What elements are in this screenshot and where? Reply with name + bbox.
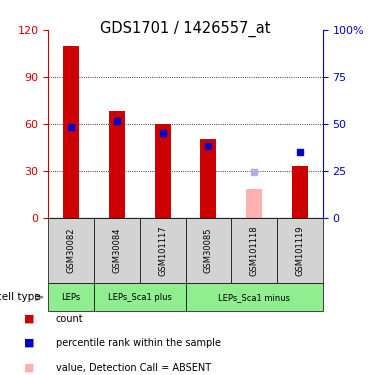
- Text: LEPs: LEPs: [62, 292, 81, 302]
- Text: LEPs_Sca1 minus: LEPs_Sca1 minus: [218, 292, 290, 302]
- Bar: [109, 111, 125, 218]
- Text: GSM30084: GSM30084: [112, 228, 121, 273]
- Bar: [155, 124, 171, 218]
- Bar: [292, 166, 308, 218]
- Text: GSM30082: GSM30082: [67, 228, 76, 273]
- Text: GSM30085: GSM30085: [204, 228, 213, 273]
- Text: ■: ■: [24, 338, 35, 348]
- Text: GSM101119: GSM101119: [295, 225, 304, 276]
- Text: ■: ■: [24, 314, 35, 324]
- Bar: [200, 140, 216, 218]
- Bar: [63, 46, 79, 218]
- Bar: [246, 189, 262, 217]
- Text: GSM101117: GSM101117: [158, 225, 167, 276]
- Text: value, Detection Call = ABSENT: value, Detection Call = ABSENT: [56, 363, 211, 372]
- Text: percentile rank within the sample: percentile rank within the sample: [56, 338, 221, 348]
- Text: ■: ■: [24, 363, 35, 372]
- Text: count: count: [56, 314, 83, 324]
- Text: GSM101118: GSM101118: [250, 225, 259, 276]
- Text: cell type: cell type: [0, 292, 41, 302]
- Text: LEPs_Sca1 plus: LEPs_Sca1 plus: [108, 292, 172, 302]
- Text: GDS1701 / 1426557_at: GDS1701 / 1426557_at: [100, 21, 271, 37]
